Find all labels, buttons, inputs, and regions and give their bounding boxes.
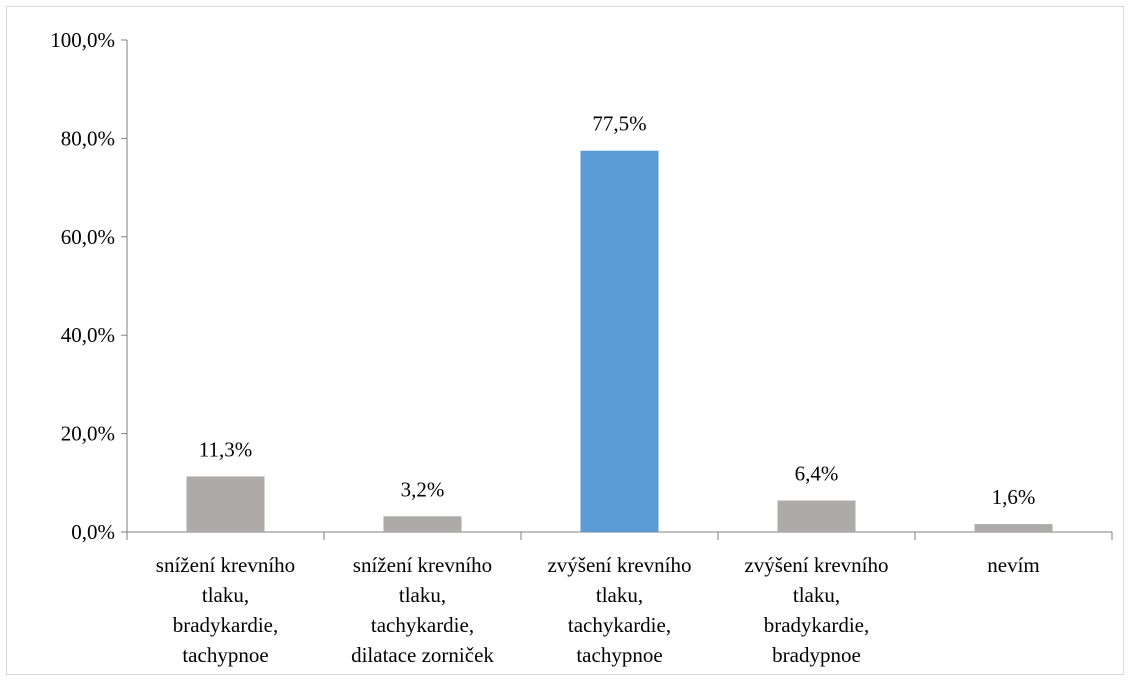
data-label: 6,4% — [795, 462, 839, 486]
x-category-label: snížení krevního — [156, 553, 295, 577]
x-category-label: snížení krevního — [353, 553, 492, 577]
bar — [974, 524, 1053, 532]
y-tick-label: 100,0% — [50, 28, 115, 52]
data-label: 1,6% — [992, 485, 1036, 509]
y-tick-label: 40,0% — [61, 323, 115, 347]
y-tick-label: 80,0% — [61, 126, 115, 150]
bar — [580, 150, 659, 532]
y-tick-label: 60,0% — [61, 225, 115, 249]
bar — [186, 476, 265, 532]
x-category-label: bradykardie, — [173, 613, 279, 637]
x-category-label: tlaku, — [596, 583, 643, 607]
x-category-label: zvýšení krevního — [744, 553, 888, 577]
x-category-label: bradypnoe — [772, 643, 861, 667]
x-category-label: tlaku, — [399, 583, 446, 607]
x-category-label: tachykardie, — [371, 613, 474, 637]
bar — [383, 516, 462, 532]
x-category-label: bradykardie, — [764, 613, 870, 637]
data-label: 11,3% — [199, 437, 252, 461]
data-label: 3,2% — [401, 477, 445, 501]
chart-frame — [6, 6, 1124, 675]
x-category-label: nevím — [987, 553, 1040, 577]
y-tick-label: 0,0% — [71, 520, 115, 544]
x-category-label: tlaku, — [793, 583, 840, 607]
x-category-label: zvýšení krevního — [547, 553, 691, 577]
x-category-label: tlaku, — [202, 583, 249, 607]
x-category-label: dilatace zorniček — [351, 643, 494, 667]
bar — [777, 500, 856, 532]
x-category-label: tachypnoe — [576, 643, 662, 667]
x-category-label: tachykardie, — [568, 613, 671, 637]
y-tick-label: 20,0% — [61, 422, 115, 446]
data-label: 77,5% — [592, 112, 646, 136]
x-category-label: tachypnoe — [182, 643, 268, 667]
